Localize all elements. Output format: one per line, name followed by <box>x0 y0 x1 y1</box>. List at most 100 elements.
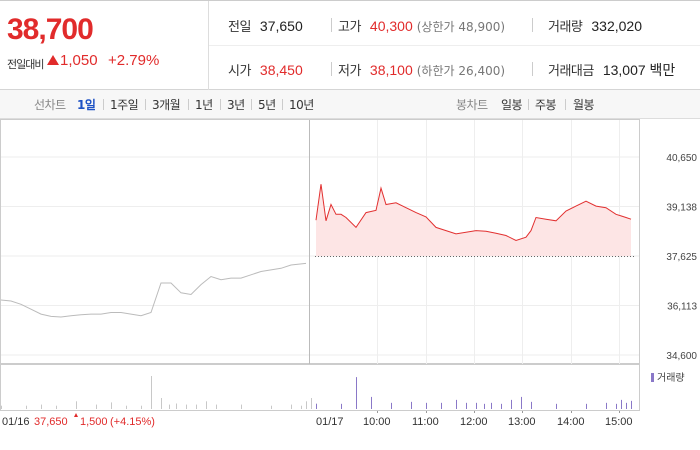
prev-day-close: 37,650 <box>34 416 68 428</box>
volume-bar <box>76 401 77 409</box>
volume-bar <box>306 401 307 409</box>
tab-separator <box>565 99 566 110</box>
tab-separator <box>145 99 146 110</box>
x-axis-labels: 01/17 10:00 11:00 12:00 13:00 14:00 15:00 <box>316 416 633 428</box>
header-divider <box>208 1 209 90</box>
stat-low: 저가 38,100 (하한가 26,400) <box>338 62 506 79</box>
stat-separator <box>532 62 533 76</box>
volume-bar <box>441 402 442 409</box>
change-percent: +2.79% <box>108 52 160 69</box>
tab-3m[interactable]: 3개월 <box>152 98 181 112</box>
volume-bar <box>586 403 587 409</box>
volume-bar <box>186 404 187 409</box>
volume-bar <box>626 402 627 409</box>
today-area-fill <box>316 184 631 256</box>
x-tick-label: 14:00 <box>557 416 585 428</box>
tab-3y[interactable]: 3년 <box>227 98 245 112</box>
stat-turnover: 거래대금 13,007 백만 <box>548 62 676 79</box>
volume-bar <box>141 405 142 409</box>
tab-10y[interactable]: 10년 <box>289 98 314 112</box>
volume-bar <box>301 405 302 409</box>
volume-bar <box>491 402 492 409</box>
tab-daily-candle[interactable]: 일봉 <box>501 98 523 112</box>
stat-volume: 거래량 332,020 <box>548 18 642 35</box>
series-prev-day <box>0 262 307 318</box>
y-tick-label: 34,600 <box>666 351 697 362</box>
volume-bar <box>621 399 622 409</box>
volume-bar <box>41 404 42 409</box>
y-tick-label: 37,625 <box>666 252 697 263</box>
volume-bar <box>176 403 177 409</box>
volume-bar <box>216 404 217 409</box>
change-label: 전일대비 <box>7 58 44 71</box>
volume-bar <box>391 402 392 409</box>
x-tick-label: 15:00 <box>605 416 633 428</box>
chart-period-tabs: 선차트 1일 1주일 3개월 1년 3년 5년 10년 봉차트 일봉 주봉 월봉 <box>0 90 700 119</box>
price-chart: 40,650 39,138 37,625 36,113 34,600 거래량 01/17… <box>0 119 697 428</box>
volume-bar <box>466 402 467 409</box>
volume-bar <box>356 377 357 409</box>
volume-bar <box>241 404 242 409</box>
stat-separator <box>331 62 332 76</box>
x-tick-label: 11:00 <box>412 416 439 428</box>
volume-bar <box>161 398 162 409</box>
prev-date-label: 01/16 <box>2 416 30 428</box>
tab-1w[interactable]: 1주일 <box>110 98 139 112</box>
tab-separator <box>528 99 529 110</box>
y-tick-label: 39,138 <box>666 203 697 214</box>
volume-bar <box>476 402 477 409</box>
volume-bar <box>311 398 312 409</box>
y-axis-labels: 40,650 39,138 37,625 36,113 34,600 <box>666 153 697 362</box>
current-price: 38,700 <box>7 13 94 46</box>
candle-chart-label: 봉차트 <box>456 98 488 112</box>
y-tick-label: 36,113 <box>667 302 697 313</box>
volume-bar <box>371 396 372 409</box>
tab-monthly-candle[interactable]: 월봉 <box>573 98 595 112</box>
volume-bar <box>316 403 317 409</box>
up-triangle-icon <box>47 55 59 65</box>
volume-bar <box>511 399 512 409</box>
stat-separator <box>532 18 533 32</box>
tab-1d[interactable]: 1일 <box>77 98 96 112</box>
volume-bar <box>291 404 292 409</box>
volume-bar <box>521 396 522 409</box>
x-tick-label: 12:00 <box>460 416 488 428</box>
stat-separator <box>331 18 332 32</box>
y-tick-label: 40,650 <box>666 153 697 164</box>
volume-bar <box>606 402 607 409</box>
volume-legend-label: 거래량 <box>657 372 685 384</box>
volume-bar <box>341 403 342 409</box>
volume-bar <box>126 405 127 409</box>
stat-prev-close: 전일 37,650 <box>228 18 303 35</box>
tab-1y[interactable]: 1년 <box>195 98 213 112</box>
prev-day-change: 1,500 <box>80 416 108 428</box>
quote-header: 38,700 전일대비 1,050 +2.79% 전일 37,650 고가 40,3… <box>0 0 700 90</box>
volume-bar <box>196 404 197 409</box>
tab-separator <box>220 99 221 110</box>
prev-up-triangle-icon <box>74 413 78 417</box>
volume-bar <box>111 402 112 409</box>
volume-bar <box>169 404 170 409</box>
volume-bar <box>411 401 412 409</box>
x-tick-label: 13:00 <box>508 416 536 428</box>
volume-bars-today <box>316 377 632 409</box>
tab-separator <box>103 99 104 110</box>
prev-day-pct: (+4.15%) <box>110 416 155 428</box>
volume-bar <box>484 403 485 409</box>
volume-bar <box>426 402 427 409</box>
volume-legend-swatch <box>651 373 654 382</box>
tab-weekly-candle[interactable]: 주봉 <box>535 98 557 112</box>
stat-open: 시가 38,450 <box>228 62 303 79</box>
volume-bar <box>1 405 2 409</box>
tab-separator <box>282 99 283 110</box>
volume-bar <box>206 401 207 409</box>
x-tick-label: 01/17 <box>316 416 344 428</box>
series-today <box>315 184 632 242</box>
tab-5y[interactable]: 5년 <box>258 98 276 112</box>
volume-bar <box>556 403 557 409</box>
volume-bar <box>631 400 632 409</box>
stats-row-divider <box>209 45 700 46</box>
volume-bar <box>56 405 57 409</box>
tab-separator <box>188 99 189 110</box>
volume-bar <box>26 405 27 409</box>
